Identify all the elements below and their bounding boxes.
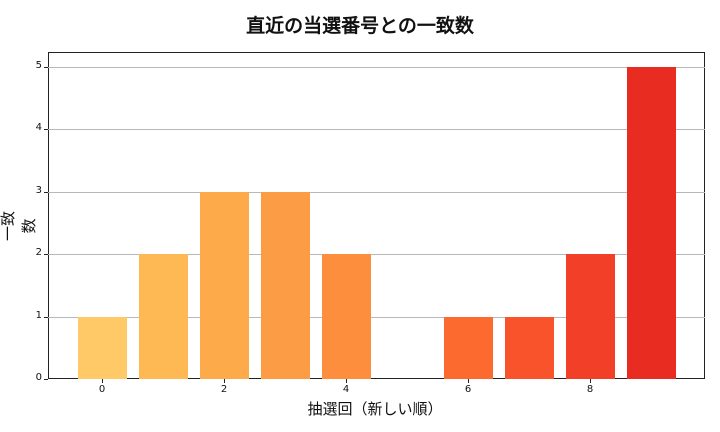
x-tick-label: 2 <box>220 384 228 395</box>
x-tick-label: 6 <box>464 384 472 395</box>
y-tick-label: 2 <box>35 247 42 258</box>
y-tick-mark <box>44 129 48 130</box>
y-tick-label: 5 <box>35 60 42 71</box>
x-tick-mark <box>468 379 469 383</box>
y-tick-mark <box>44 254 48 255</box>
y-tick-label: 0 <box>35 372 42 383</box>
bar <box>627 67 676 379</box>
bar <box>444 317 493 379</box>
bar <box>78 317 127 379</box>
bar <box>261 192 310 379</box>
x-tick-mark <box>590 379 591 383</box>
y-tick-mark <box>44 317 48 318</box>
y-tick-mark <box>44 379 48 380</box>
x-tick-mark <box>346 379 347 383</box>
x-tick-mark <box>224 379 225 383</box>
bar <box>200 192 249 379</box>
bar <box>322 254 371 379</box>
gridline <box>48 254 705 255</box>
bar <box>505 317 554 379</box>
plot-area <box>48 52 705 379</box>
y-axis-label: 一致数 <box>0 211 38 242</box>
gridline <box>48 317 705 318</box>
x-tick-label: 0 <box>98 384 106 395</box>
x-tick-mark <box>102 379 103 383</box>
gridline <box>48 192 705 193</box>
y-tick-label: 1 <box>35 310 42 321</box>
chart-title: 直近の当選番号との一致数 <box>246 15 474 37</box>
gridline <box>48 129 705 130</box>
y-tick-mark <box>44 67 48 68</box>
y-tick-label: 4 <box>35 122 42 133</box>
y-tick-label: 3 <box>35 185 42 196</box>
y-tick-mark <box>44 192 48 193</box>
bar <box>566 254 615 379</box>
x-tick-label: 4 <box>342 384 350 395</box>
bar <box>139 254 188 379</box>
x-tick-label: 8 <box>586 384 594 395</box>
x-axis-label: 抽選回（新しい順） <box>307 400 443 418</box>
gridline <box>48 67 705 68</box>
